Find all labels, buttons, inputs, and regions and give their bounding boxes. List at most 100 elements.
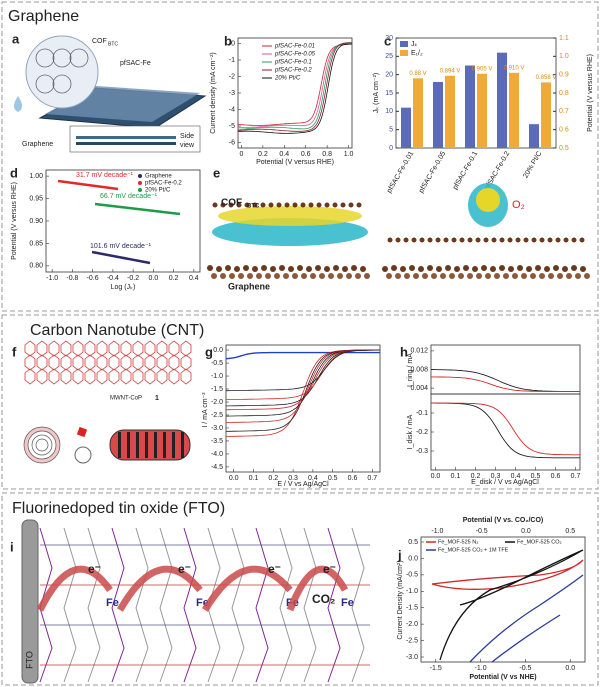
atom: [356, 202, 362, 208]
structure: [108, 354, 120, 371]
atom: [419, 237, 425, 243]
y-tick-label: 0.012: [410, 348, 428, 355]
y-tick-label: -1.0: [211, 373, 223, 380]
structure: [24, 368, 36, 385]
structure: [120, 354, 132, 371]
nanotube-band: [181, 432, 184, 458]
x-tick-label: -0.8: [66, 275, 78, 282]
x-tick-label: 0.4: [308, 475, 318, 482]
x-tick-label: 0.4: [279, 151, 289, 158]
density: [476, 188, 500, 212]
lattice: [255, 527, 269, 683]
structure: [96, 354, 108, 371]
atom: [467, 237, 473, 243]
y-tick-label: -1.5: [406, 605, 418, 612]
panel-label: i: [10, 539, 14, 554]
electron-arrow: [202, 565, 293, 612]
curve: [237, 43, 352, 134]
x-tick-label: pfSAC-Fe-0.01: [386, 150, 415, 194]
label: FTO: [24, 651, 34, 669]
ring: [35, 48, 55, 68]
y-tick-label: -1: [229, 57, 235, 64]
atom: [499, 265, 505, 271]
atom: [458, 273, 464, 279]
legend-label: pfSAC-Fe-0.2: [274, 68, 312, 74]
lattice: [63, 527, 77, 683]
atom: [445, 265, 451, 271]
lattice: [279, 527, 293, 683]
label: BTC: [108, 41, 118, 47]
atom: [337, 273, 343, 279]
panel-label: a: [12, 31, 20, 46]
label: e⁻: [88, 562, 101, 576]
atom: [531, 237, 537, 243]
y-tick-label: -2.5: [406, 637, 418, 644]
y-tick-label: -2.0: [406, 621, 418, 628]
atom: [234, 266, 240, 272]
atom: [220, 202, 226, 208]
atom: [508, 266, 514, 272]
axis-label: E / V vs Ag/AgCl: [277, 481, 329, 488]
label: BTC: [247, 204, 260, 210]
atom: [526, 266, 532, 272]
panel-label: d: [10, 165, 18, 180]
panel-label: j: [397, 547, 402, 562]
x-tick-label: 0.6: [301, 151, 311, 158]
y-tick-label: -6: [229, 139, 235, 146]
y-tick-label: 0.004: [410, 385, 428, 392]
value-label: 0.905 V: [472, 66, 493, 72]
ring: [52, 74, 72, 94]
panel-label: g: [205, 344, 213, 359]
atom: [422, 273, 428, 279]
legend-swatch: [138, 181, 142, 185]
nanotube-band: [163, 432, 166, 458]
atom: [333, 265, 339, 271]
atom: [268, 202, 274, 208]
y-tick-label: -1.5: [211, 386, 223, 393]
y2-tick-label: 0.6: [559, 127, 569, 134]
structure: [120, 340, 132, 357]
value-label: 0.910 V: [504, 65, 525, 71]
label: O₂: [512, 199, 525, 211]
label: MWNT-CoP: [110, 396, 142, 402]
atom: [310, 273, 316, 279]
atom: [270, 266, 276, 272]
axis-label: Jₖ (mA cm⁻²): [373, 73, 380, 114]
atom: [236, 202, 242, 208]
structure: [48, 340, 60, 357]
atom: [427, 237, 433, 243]
section-title: Fluorinedoped tin oxide (FTO): [12, 500, 225, 517]
structure: [120, 368, 132, 385]
y-tick-label: -1.0: [406, 588, 418, 595]
structure: [180, 368, 192, 385]
annotation: 31.7 mV decade⁻¹: [76, 172, 134, 179]
atom: [562, 266, 568, 272]
atom: [243, 265, 249, 271]
atom: [539, 237, 545, 243]
atom: [553, 265, 559, 271]
atom: [395, 237, 401, 243]
atom: [512, 273, 518, 279]
y-tick-label: 0: [231, 40, 235, 47]
atom: [443, 237, 449, 243]
structure: [144, 354, 156, 371]
y-tick-label: -5: [229, 123, 235, 130]
atom: [252, 266, 258, 272]
structure: [84, 354, 96, 371]
curve: [431, 376, 580, 392]
structure: [36, 368, 48, 385]
x-tick-label: 0.6: [348, 475, 358, 482]
structure: [48, 354, 60, 371]
cv-curve: [439, 549, 584, 661]
panel-label: h: [400, 344, 408, 359]
zoom-circle: [25, 35, 99, 109]
structure: [132, 340, 144, 357]
bar: [529, 124, 539, 148]
axis-label: Current density (mA cm⁻²): [210, 52, 217, 134]
atom: [494, 273, 500, 279]
atom: [386, 273, 392, 279]
x-tick-label: 0.5: [328, 475, 338, 482]
y-tick-label: -0.1: [416, 410, 428, 417]
y2-tick-label: 0.8: [559, 90, 569, 97]
structure: [48, 368, 60, 385]
